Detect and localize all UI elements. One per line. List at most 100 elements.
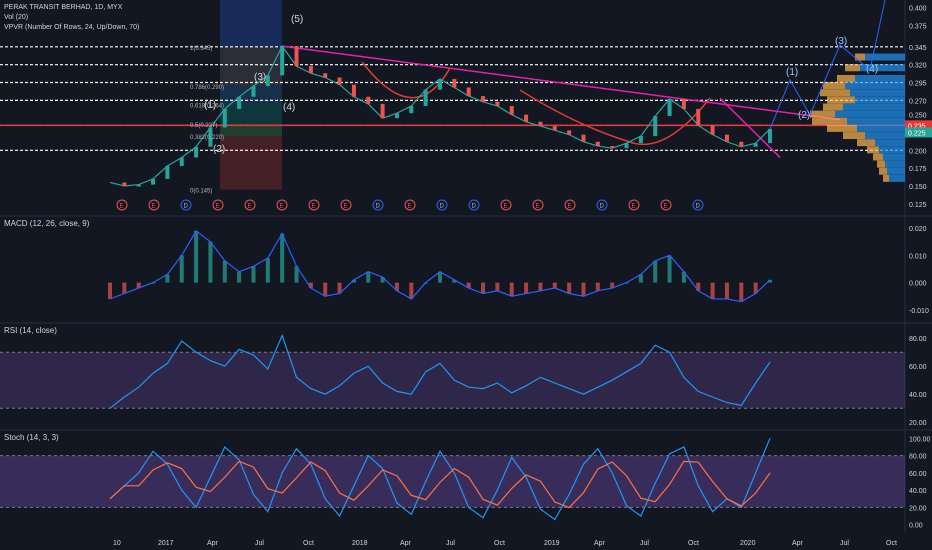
volume-indicator-label[interactable]: Vol (20) [4, 14, 29, 21]
vpvr-bar [845, 64, 860, 72]
event-marker-icon [372, 199, 384, 211]
vpvr-bar [885, 160, 905, 168]
macd-histogram-bar [280, 233, 285, 283]
macd-histogram-bar [380, 277, 385, 283]
candle [552, 126, 557, 131]
vpvr-bar [887, 167, 905, 175]
time-axis-label: 2019 [544, 540, 560, 547]
macd-histogram-bar [610, 282, 615, 289]
cup-arc [629, 97, 711, 146]
candle [208, 127, 213, 147]
price-tick-label: 0.250 [909, 113, 927, 120]
candle [351, 84, 356, 97]
stoch-tick-label: 0.00 [909, 523, 923, 530]
candle [251, 86, 256, 97]
projection-wave-label: (4) [866, 64, 878, 75]
fib-zone [220, 0, 282, 47]
time-axis-label: Oct [303, 540, 314, 547]
event-marker-icon [276, 199, 288, 211]
vpvr-bar [855, 74, 905, 82]
wave-label: (1) [204, 100, 216, 111]
macd-histogram-bar [108, 282, 112, 299]
time-axis-label: 2020 [740, 540, 756, 547]
macd-histogram-bar [567, 282, 572, 294]
macd-histogram-bar [409, 282, 414, 299]
vpvr-bar [827, 96, 855, 104]
vpvr-bar [827, 124, 857, 132]
vpvr-bar [873, 153, 883, 161]
vpvr-bar [850, 89, 905, 97]
wave-label: (2) [213, 144, 225, 155]
candle [222, 108, 227, 128]
candle [136, 184, 141, 187]
vpvr-bar [855, 53, 865, 61]
time-axis-label: Oct [886, 540, 897, 547]
cup-arc [519, 89, 631, 143]
macd-histogram-bar [495, 282, 500, 291]
macd-histogram-bar [466, 282, 471, 289]
candle [194, 146, 199, 158]
candle [696, 108, 701, 126]
event-marker-label: E [120, 204, 124, 210]
event-marker-label: E [312, 204, 316, 210]
event-marker-icon [180, 199, 192, 211]
time-axis-label: Jul [255, 540, 264, 547]
wave-label: (4) [283, 102, 295, 113]
vpvr-bar [875, 139, 905, 147]
projection-path [769, 0, 886, 130]
stoch-tick-label: 20.00 [909, 505, 927, 512]
time-axis-label: Apr [400, 540, 412, 547]
candle [638, 136, 643, 144]
macd-tick-label: 0.020 [909, 226, 927, 233]
macd-pane-label[interactable]: MACD (12, 26, close, 9) [4, 219, 90, 228]
macd-histogram-bar [538, 282, 543, 291]
candle [179, 157, 184, 167]
macd-histogram-bar [653, 260, 658, 283]
candle [610, 146, 615, 149]
vpvr-bar [889, 174, 905, 182]
macd-histogram-bar [724, 282, 729, 299]
stoch-pane-label[interactable]: Stoch (14, 3, 3) [4, 433, 59, 442]
macd-histogram-bar [710, 282, 715, 299]
event-marker-label: D [376, 204, 381, 210]
event-marker-label: D [472, 204, 477, 210]
macd-histogram-bar [768, 279, 772, 283]
symbol-title[interactable]: PERAK TRANSIT BERHAD, 1D, MYX [4, 4, 123, 11]
candle [280, 46, 285, 76]
candle [581, 134, 586, 142]
stoch-k-line [109, 438, 771, 521]
candle [753, 143, 758, 147]
vpvr-bar [812, 117, 847, 125]
price-badge [905, 127, 932, 138]
event-marker-label: D [600, 204, 605, 210]
macd-histogram-bar [581, 282, 586, 297]
macd-tick-label: 0.000 [909, 281, 927, 288]
event-marker-label: E [216, 204, 220, 210]
vpvr-bar [823, 103, 843, 111]
stoch-d-line [109, 460, 771, 509]
candle [380, 103, 385, 119]
time-axis-label: Jul [840, 540, 849, 547]
vpvr-indicator-label[interactable]: VPVR (Number Of Rows, 24, Up/Down, 70) [4, 24, 140, 31]
macd-tick-label: -0.010 [909, 308, 929, 315]
event-marker-label: E [536, 204, 540, 210]
macd-histogram-bar [452, 279, 457, 283]
candle [724, 134, 729, 142]
event-marker-label: D [184, 204, 189, 210]
time-axis-label: Apr [207, 540, 219, 547]
macd-histogram-bar [366, 271, 371, 283]
event-marker-icon [116, 199, 128, 211]
vpvr-bar [810, 110, 835, 118]
rsi-pane-label[interactable]: RSI (14, close) [4, 326, 57, 335]
current-price-label: 0.235 [908, 123, 926, 130]
rsi-tick-label: 60.00 [909, 364, 927, 371]
wave-label: (3) [254, 72, 266, 83]
fib-zone [220, 123, 282, 137]
event-marker-icon [436, 199, 448, 211]
candle [739, 141, 744, 147]
event-marker-icon [628, 199, 640, 211]
vpvr-bar [845, 82, 905, 90]
time-axis-label: Apr [594, 540, 606, 547]
event-marker-icon [692, 199, 704, 211]
time-axis-label: Jul [640, 540, 649, 547]
